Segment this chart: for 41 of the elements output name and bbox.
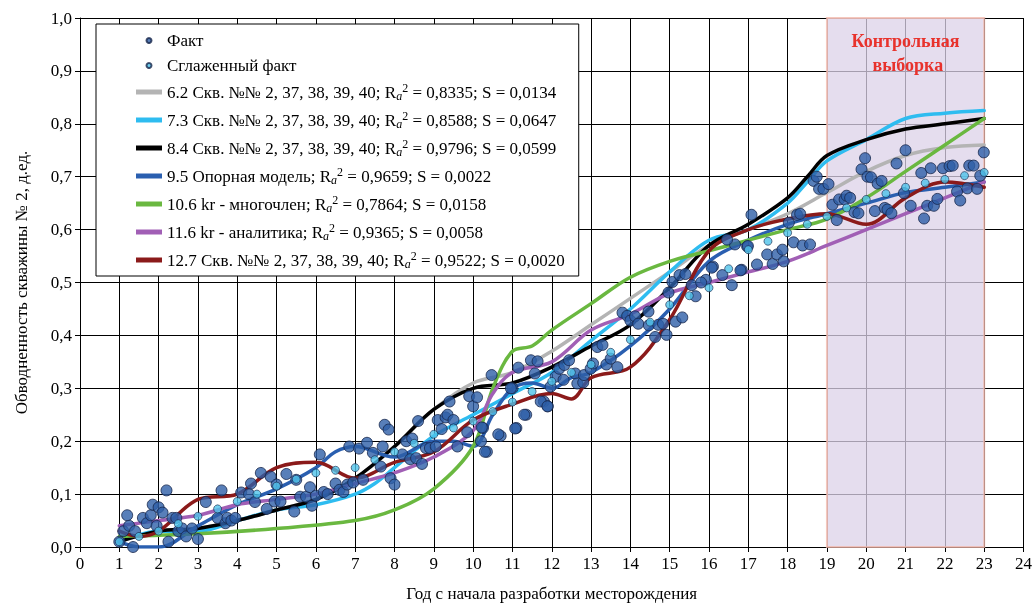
y-tick-label: 0,3 xyxy=(50,378,72,398)
x-tick-label: 17 xyxy=(739,554,758,573)
legend-label: Сглаженный факт xyxy=(167,56,298,75)
y-tick-label: 0,0 xyxy=(50,537,72,557)
x-tick-label: 7 xyxy=(350,554,360,573)
y-axis-title: Обводненность скважины № 2, д.ед. xyxy=(12,150,31,415)
x-tick-label: 10 xyxy=(464,554,482,573)
x-tick-label: 11 xyxy=(504,554,521,573)
y-tick-label: 0,6 xyxy=(50,220,72,240)
y-tick-label: 1,0 xyxy=(50,8,72,28)
x-tick-label: 1 xyxy=(115,554,124,573)
x-tick-label: 0 xyxy=(75,554,85,573)
y-tick-label: 0,9 xyxy=(50,61,72,81)
y-tick-label: 0,7 xyxy=(50,167,73,187)
x-tick-label: 9 xyxy=(429,554,439,573)
band-label: Контрольная выборка xyxy=(851,31,960,75)
x-tick-label: 12 xyxy=(543,554,561,573)
x-tick-label: 14 xyxy=(621,554,640,573)
y-tick-label: 0,2 xyxy=(50,431,72,451)
x-tick-label: 5 xyxy=(272,554,281,573)
x-tick-label: 6 xyxy=(311,554,321,573)
x-tick-label: 8 xyxy=(390,554,399,573)
x-tick-label: 15 xyxy=(661,554,679,573)
y-tick-label: 0,4 xyxy=(50,325,73,345)
legend-label: Факт xyxy=(167,31,205,50)
x-tick-label: 4 xyxy=(233,554,242,573)
x-axis-title: Год с начала разработки месторождения xyxy=(406,584,698,603)
x-tick-label: 16 xyxy=(700,554,718,573)
x-tick-label: 21 xyxy=(897,554,915,573)
x-tick-label: 2 xyxy=(154,554,163,573)
y-tick-label: 0,5 xyxy=(50,273,72,292)
x-tick-label: 18 xyxy=(779,554,797,573)
x-tick-label: 24 xyxy=(1015,554,1033,573)
x-tick-label: 20 xyxy=(857,554,875,573)
x-tick-label: 22 xyxy=(936,554,954,573)
x-tick-label: 23 xyxy=(975,554,993,573)
y-tick-label: 0,1 xyxy=(50,484,72,504)
y-tick-label: 0,8 xyxy=(50,114,72,134)
x-tick-label: 3 xyxy=(193,554,203,573)
x-tick-label: 19 xyxy=(818,554,836,573)
x-tick-label: 13 xyxy=(582,554,600,573)
